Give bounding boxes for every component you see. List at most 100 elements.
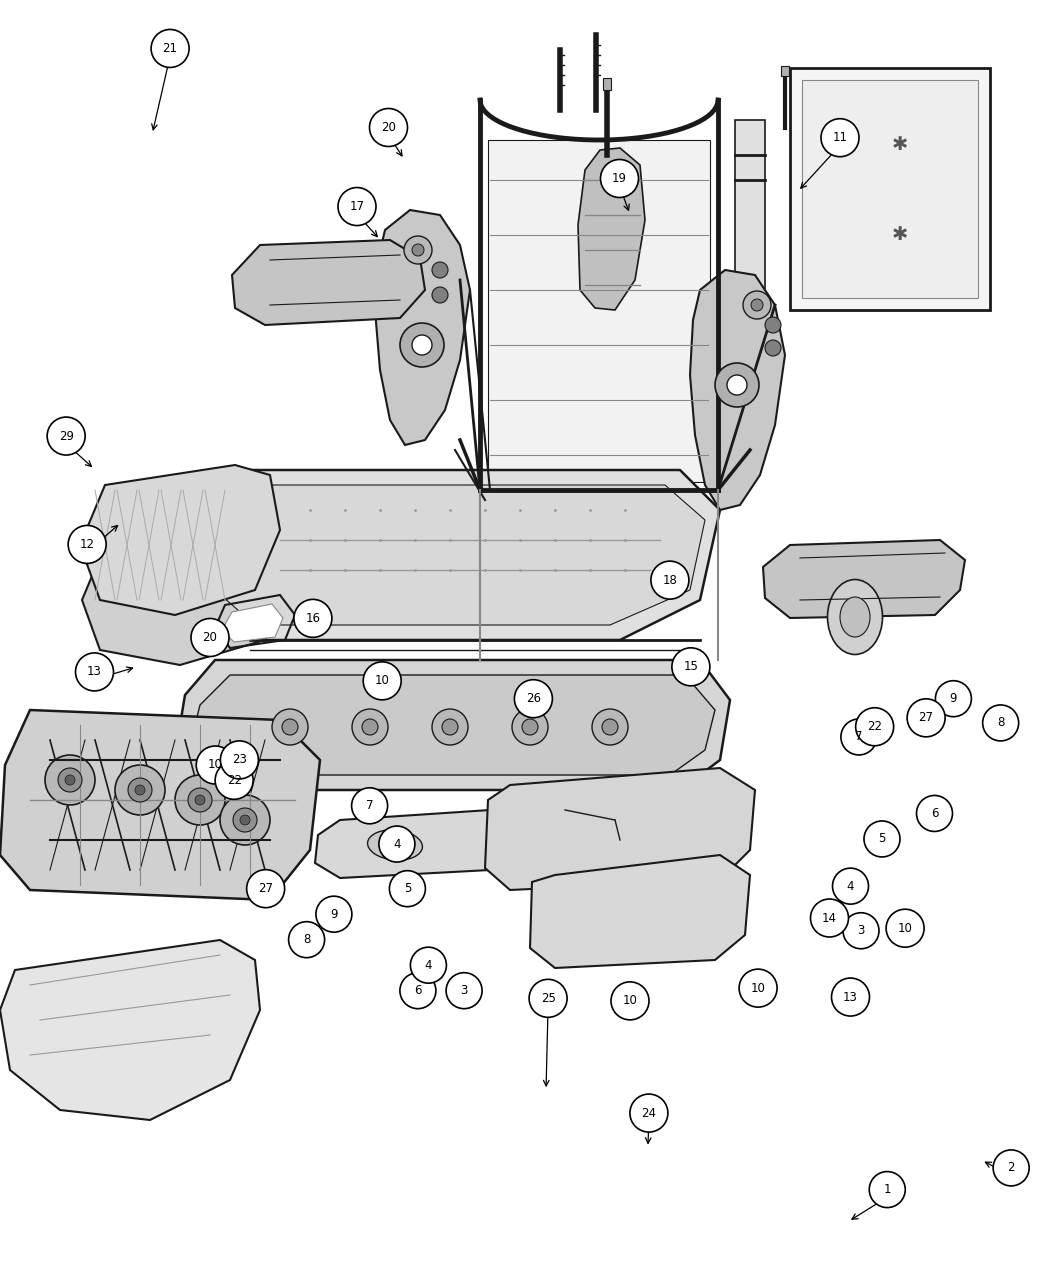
Text: 3: 3 [460, 984, 468, 997]
Circle shape [522, 719, 538, 734]
FancyBboxPatch shape [802, 80, 978, 298]
Text: 22: 22 [867, 720, 882, 733]
Circle shape [936, 681, 971, 717]
Circle shape [811, 899, 848, 937]
Circle shape [45, 755, 94, 805]
Text: 19: 19 [612, 172, 627, 185]
Polygon shape [200, 470, 720, 640]
Polygon shape [0, 710, 320, 900]
Circle shape [833, 868, 868, 904]
Text: 10: 10 [208, 759, 223, 771]
Circle shape [220, 796, 270, 845]
Circle shape [442, 719, 458, 734]
Text: 25: 25 [541, 992, 555, 1005]
Circle shape [58, 768, 82, 792]
Polygon shape [232, 240, 425, 325]
Circle shape [370, 108, 407, 147]
Text: 5: 5 [403, 882, 412, 895]
Circle shape [128, 778, 152, 802]
Circle shape [601, 159, 638, 198]
Circle shape [611, 982, 649, 1020]
Circle shape [282, 719, 298, 734]
Text: 5: 5 [878, 833, 886, 845]
Circle shape [362, 719, 378, 734]
Circle shape [390, 871, 425, 907]
Polygon shape [175, 660, 730, 790]
Polygon shape [530, 856, 750, 968]
Circle shape [400, 323, 444, 367]
Circle shape [400, 973, 436, 1009]
Circle shape [379, 826, 415, 862]
Circle shape [411, 947, 446, 983]
Circle shape [856, 708, 894, 746]
Circle shape [65, 775, 75, 785]
Circle shape [233, 808, 257, 833]
Circle shape [432, 261, 448, 278]
Circle shape [512, 709, 548, 745]
Text: 6: 6 [930, 807, 939, 820]
Circle shape [215, 761, 253, 799]
Text: 7: 7 [855, 731, 863, 743]
Circle shape [352, 788, 387, 824]
Circle shape [116, 765, 165, 815]
Text: 12: 12 [80, 538, 94, 551]
Text: 22: 22 [227, 774, 242, 787]
Text: 10: 10 [375, 674, 390, 687]
Circle shape [240, 815, 250, 825]
Text: 24: 24 [642, 1107, 656, 1119]
Ellipse shape [368, 830, 422, 861]
Circle shape [983, 705, 1018, 741]
Circle shape [765, 340, 781, 356]
Circle shape [672, 648, 710, 686]
Text: 27: 27 [258, 882, 273, 895]
Circle shape [751, 300, 763, 311]
FancyBboxPatch shape [735, 120, 765, 360]
Circle shape [135, 785, 145, 796]
Circle shape [602, 719, 618, 734]
Text: 17: 17 [350, 200, 364, 213]
Text: 15: 15 [684, 660, 698, 673]
Text: 4: 4 [846, 880, 855, 892]
Circle shape [514, 680, 552, 718]
Circle shape [188, 788, 212, 812]
Circle shape [247, 870, 285, 908]
Circle shape [289, 922, 324, 958]
Polygon shape [690, 270, 785, 510]
Polygon shape [375, 210, 470, 445]
Text: 2: 2 [1007, 1162, 1015, 1174]
Text: 3: 3 [857, 924, 865, 937]
Circle shape [412, 335, 432, 354]
Circle shape [843, 913, 879, 949]
Circle shape [432, 287, 448, 303]
Circle shape [412, 244, 424, 256]
Circle shape [630, 1094, 668, 1132]
Circle shape [886, 909, 924, 947]
FancyBboxPatch shape [603, 78, 611, 91]
Text: 7: 7 [365, 799, 374, 812]
Circle shape [592, 709, 628, 745]
Polygon shape [215, 484, 705, 625]
Text: 14: 14 [822, 912, 837, 924]
Text: ✱: ✱ [891, 135, 908, 154]
Circle shape [47, 417, 85, 455]
Circle shape [727, 375, 747, 395]
Polygon shape [488, 140, 710, 482]
Circle shape [821, 119, 859, 157]
Polygon shape [222, 604, 284, 643]
Circle shape [151, 29, 189, 68]
Circle shape [352, 709, 388, 745]
Text: 9: 9 [949, 692, 958, 705]
Circle shape [869, 1172, 905, 1207]
Circle shape [841, 719, 877, 755]
Text: 29: 29 [59, 430, 74, 442]
Circle shape [864, 821, 900, 857]
Text: 10: 10 [623, 994, 637, 1007]
Text: 20: 20 [203, 631, 217, 644]
Text: 8: 8 [996, 717, 1005, 729]
Text: 4: 4 [393, 838, 401, 850]
Text: 4: 4 [424, 959, 433, 972]
Circle shape [739, 969, 777, 1007]
Circle shape [715, 363, 759, 407]
Text: 9: 9 [330, 908, 338, 921]
Text: 18: 18 [663, 574, 677, 586]
